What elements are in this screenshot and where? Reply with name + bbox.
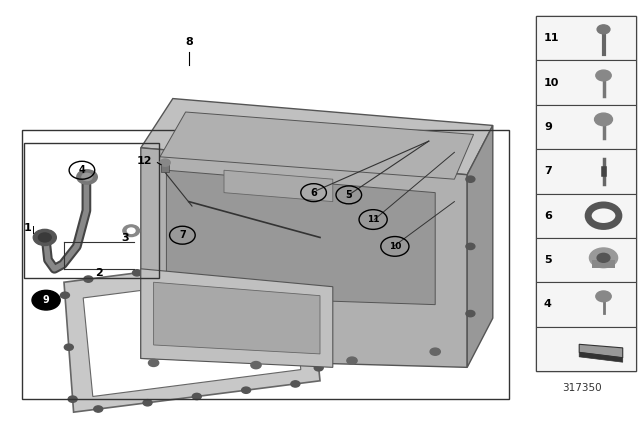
Circle shape xyxy=(595,113,612,125)
Polygon shape xyxy=(579,353,623,362)
Circle shape xyxy=(596,70,611,81)
Circle shape xyxy=(242,387,251,393)
Circle shape xyxy=(33,229,56,246)
Polygon shape xyxy=(141,148,467,367)
Circle shape xyxy=(230,257,239,263)
Circle shape xyxy=(77,170,97,184)
Circle shape xyxy=(309,313,318,319)
Polygon shape xyxy=(64,251,320,412)
Bar xyxy=(536,149,636,194)
Text: 4: 4 xyxy=(544,299,552,310)
Circle shape xyxy=(32,290,60,310)
Text: 4: 4 xyxy=(79,165,85,175)
Text: 10: 10 xyxy=(544,78,559,88)
Circle shape xyxy=(132,270,141,276)
Bar xyxy=(536,16,636,371)
Polygon shape xyxy=(227,251,256,278)
Text: 10: 10 xyxy=(388,242,401,251)
Circle shape xyxy=(314,365,323,371)
Polygon shape xyxy=(141,269,333,367)
Circle shape xyxy=(193,393,201,400)
Circle shape xyxy=(82,173,92,181)
Circle shape xyxy=(304,261,313,267)
Circle shape xyxy=(597,254,610,263)
Circle shape xyxy=(68,396,77,402)
Text: 317350: 317350 xyxy=(563,383,602,392)
Text: 3: 3 xyxy=(121,233,129,243)
Text: 6: 6 xyxy=(544,211,552,221)
Bar xyxy=(161,164,169,172)
Circle shape xyxy=(84,276,93,282)
Text: 7: 7 xyxy=(544,166,552,177)
Bar xyxy=(536,60,636,105)
Circle shape xyxy=(65,344,74,350)
Bar xyxy=(536,282,636,327)
Polygon shape xyxy=(154,282,320,354)
Text: 5: 5 xyxy=(346,190,352,200)
Polygon shape xyxy=(579,345,623,358)
Polygon shape xyxy=(160,112,474,179)
Circle shape xyxy=(94,406,103,412)
Text: 11: 11 xyxy=(367,215,380,224)
Circle shape xyxy=(251,362,261,369)
Text: 7: 7 xyxy=(179,230,186,240)
Circle shape xyxy=(347,357,357,364)
Bar xyxy=(536,16,636,60)
Text: 9: 9 xyxy=(544,122,552,132)
Circle shape xyxy=(148,359,159,366)
Circle shape xyxy=(61,292,70,298)
Text: 8: 8 xyxy=(185,37,193,47)
Polygon shape xyxy=(141,99,493,175)
Circle shape xyxy=(123,225,140,237)
Circle shape xyxy=(278,251,287,257)
Circle shape xyxy=(291,381,300,387)
Text: 9: 9 xyxy=(43,295,49,305)
Circle shape xyxy=(466,243,475,250)
Bar xyxy=(592,260,615,268)
Circle shape xyxy=(466,310,475,317)
Circle shape xyxy=(430,348,440,355)
Text: 12: 12 xyxy=(137,156,152,166)
Bar xyxy=(22,130,509,399)
Circle shape xyxy=(143,400,152,406)
Bar xyxy=(536,238,636,282)
Bar xyxy=(24,143,159,278)
Circle shape xyxy=(38,233,51,242)
Circle shape xyxy=(181,263,190,270)
Circle shape xyxy=(160,159,170,166)
Circle shape xyxy=(589,248,618,268)
Text: 6: 6 xyxy=(310,188,317,198)
Bar xyxy=(536,194,636,238)
Text: 11: 11 xyxy=(544,33,559,43)
Polygon shape xyxy=(467,125,493,367)
Polygon shape xyxy=(224,170,333,202)
Text: 5: 5 xyxy=(544,255,552,265)
Circle shape xyxy=(597,25,610,34)
Circle shape xyxy=(466,176,475,182)
Bar xyxy=(536,327,636,371)
Text: 2: 2 xyxy=(95,268,103,278)
Polygon shape xyxy=(166,170,435,305)
Circle shape xyxy=(127,228,135,233)
Bar xyxy=(536,105,636,149)
Polygon shape xyxy=(83,271,301,396)
Circle shape xyxy=(596,291,611,302)
Text: 1: 1 xyxy=(24,224,31,233)
